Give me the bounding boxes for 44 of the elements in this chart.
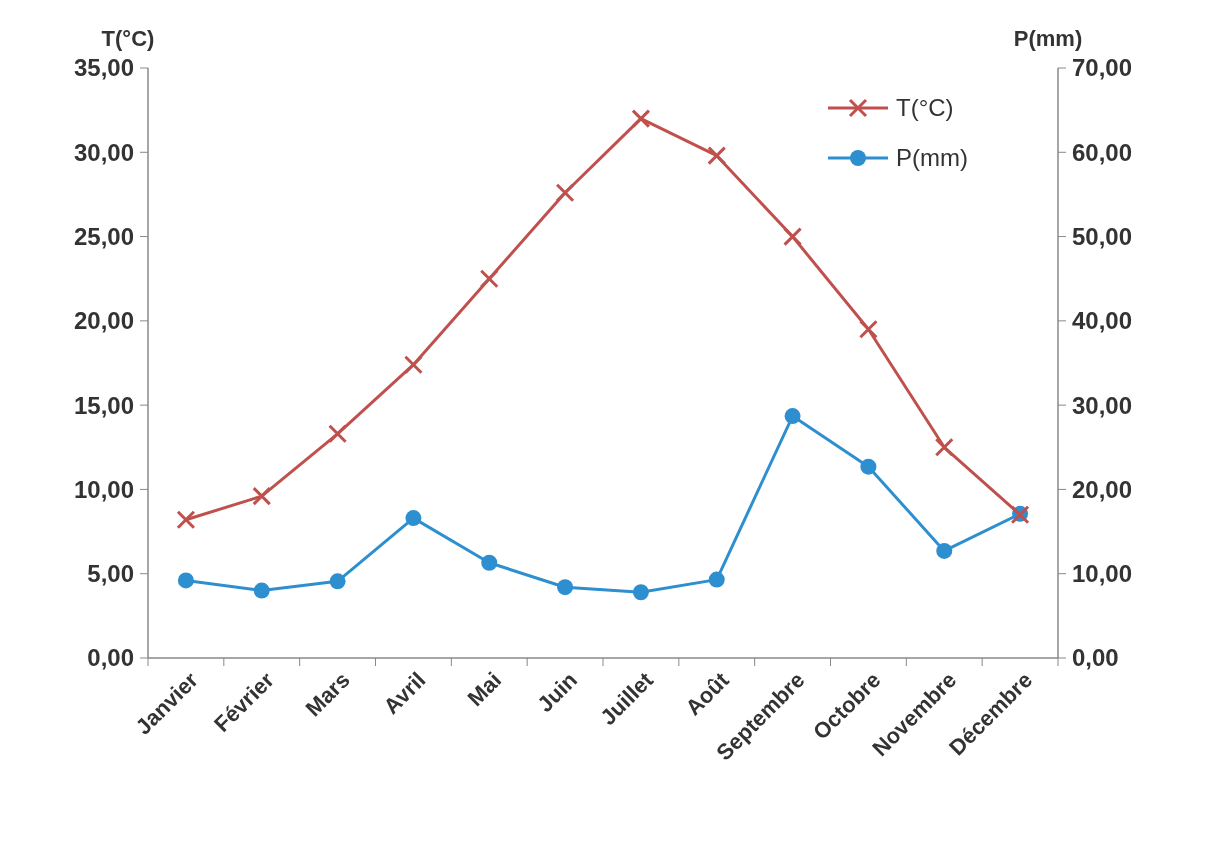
point [707, 146, 727, 166]
point [176, 510, 196, 530]
point [632, 584, 649, 601]
y-tick-label: 20,00 [73, 307, 134, 335]
point [860, 458, 877, 475]
y-tick-label: 15,00 [73, 391, 134, 419]
x-tick-label: Juin [532, 667, 583, 717]
point [934, 437, 954, 457]
y-tick-label: 25,00 [73, 222, 134, 250]
point [784, 408, 801, 425]
point [403, 355, 423, 375]
y2-tick-label: 0,00 [1072, 644, 1119, 672]
y-tick-label: 0,00 [87, 644, 134, 672]
y-axis-title: T(°C) [101, 26, 155, 51]
point [631, 109, 651, 129]
point [328, 424, 348, 444]
y-tick-label: 5,00 [87, 560, 134, 588]
x-tick-label: Mai [462, 667, 507, 711]
point [555, 183, 575, 203]
point [252, 486, 272, 506]
y2-tick-label: 20,00 [1072, 475, 1133, 503]
legend-label: P(mm) [896, 144, 968, 172]
y2-axis-title: P(mm) [1013, 26, 1083, 51]
y2-tick-label: 10,00 [1072, 560, 1133, 588]
legend-label: T(°C) [896, 94, 954, 122]
point [936, 542, 953, 559]
point [858, 319, 878, 339]
point [177, 572, 194, 589]
point [557, 579, 574, 596]
y-tick-label: 35,00 [73, 54, 134, 82]
y-tick-label: 30,00 [73, 138, 134, 166]
point [405, 510, 422, 527]
y-tick-label: 10,00 [73, 475, 134, 503]
point [479, 269, 499, 289]
point [783, 227, 803, 247]
y2-tick-label: 50,00 [1072, 222, 1133, 250]
y2-tick-label: 60,00 [1072, 138, 1133, 166]
y2-tick-label: 70,00 [1072, 54, 1133, 82]
y2-tick-label: 40,00 [1072, 307, 1133, 335]
point [253, 582, 270, 599]
point [481, 554, 498, 571]
point [708, 571, 725, 588]
y2-tick-label: 30,00 [1072, 391, 1133, 419]
point [329, 573, 346, 590]
